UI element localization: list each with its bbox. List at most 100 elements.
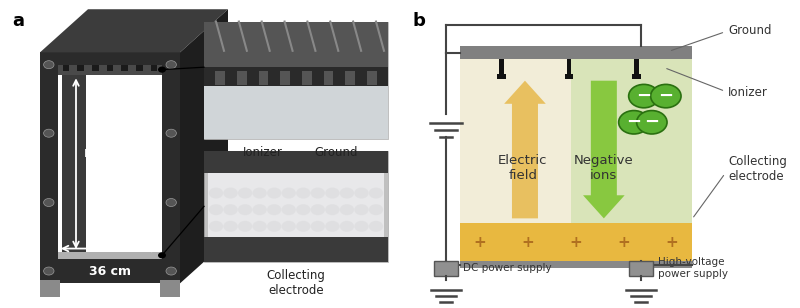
Circle shape <box>310 221 325 232</box>
Bar <box>215 71 225 85</box>
Circle shape <box>296 188 310 199</box>
Circle shape <box>325 204 339 215</box>
Bar <box>62 65 69 71</box>
Bar <box>208 173 384 237</box>
Text: Collecting
electrode: Collecting electrode <box>694 156 787 217</box>
Bar <box>204 67 388 86</box>
Circle shape <box>43 129 54 137</box>
Circle shape <box>325 188 339 199</box>
Bar <box>62 71 86 256</box>
Circle shape <box>238 204 252 215</box>
Bar <box>367 71 377 85</box>
Bar <box>632 74 641 79</box>
Bar <box>565 74 574 79</box>
Bar <box>629 261 653 276</box>
Circle shape <box>166 267 176 275</box>
Circle shape <box>354 188 369 199</box>
FancyArrow shape <box>504 81 546 218</box>
Circle shape <box>253 204 267 215</box>
Bar <box>204 86 388 139</box>
Bar <box>280 71 290 85</box>
Circle shape <box>296 221 310 232</box>
Text: Ground: Ground <box>671 24 771 51</box>
Bar <box>150 65 157 71</box>
Circle shape <box>209 204 223 215</box>
Bar <box>40 52 180 283</box>
Circle shape <box>166 129 176 137</box>
Text: +: + <box>666 235 678 250</box>
Bar <box>324 71 334 85</box>
Bar <box>460 223 692 262</box>
Bar <box>434 261 458 276</box>
Text: Collecting
electrode: Collecting electrode <box>266 270 326 298</box>
Text: −: − <box>626 113 642 131</box>
Circle shape <box>253 188 267 199</box>
Bar <box>460 46 692 262</box>
Bar <box>302 71 312 85</box>
Circle shape <box>267 221 282 232</box>
Bar <box>499 59 504 76</box>
Circle shape <box>637 111 667 134</box>
Circle shape <box>369 221 383 232</box>
Circle shape <box>267 188 282 199</box>
Circle shape <box>223 221 238 232</box>
Bar <box>571 46 692 262</box>
Bar <box>92 65 98 71</box>
Text: Device-height: Device-height <box>84 149 162 160</box>
Bar <box>460 46 692 59</box>
Bar <box>204 237 388 262</box>
Circle shape <box>354 221 369 232</box>
Polygon shape <box>40 9 228 52</box>
Bar <box>40 280 60 297</box>
Circle shape <box>223 204 238 215</box>
Bar <box>160 280 180 297</box>
Text: Negative
ions: Negative ions <box>574 154 634 182</box>
Text: −: − <box>644 113 659 131</box>
Circle shape <box>267 204 282 215</box>
Circle shape <box>43 198 54 206</box>
Circle shape <box>340 188 354 199</box>
Circle shape <box>282 221 296 232</box>
Circle shape <box>238 221 252 232</box>
Text: +: + <box>474 235 486 250</box>
Bar <box>78 65 84 71</box>
FancyArrow shape <box>583 81 625 218</box>
Polygon shape <box>180 9 228 283</box>
Circle shape <box>618 111 649 134</box>
Circle shape <box>282 188 296 199</box>
Bar <box>346 71 355 85</box>
Text: Ionizer: Ionizer <box>666 69 768 99</box>
Circle shape <box>158 67 166 73</box>
Bar <box>571 46 692 262</box>
Circle shape <box>340 204 354 215</box>
Circle shape <box>43 267 54 275</box>
Bar <box>571 46 692 262</box>
Circle shape <box>629 84 659 108</box>
Circle shape <box>325 221 339 232</box>
Circle shape <box>238 188 252 199</box>
Text: Ground: Ground <box>314 146 358 159</box>
Bar <box>204 22 388 74</box>
Circle shape <box>369 188 383 199</box>
Bar <box>258 71 268 85</box>
Text: −: − <box>658 87 674 105</box>
Text: +: + <box>618 235 630 250</box>
Bar <box>204 22 388 139</box>
Text: 36 cm: 36 cm <box>89 265 131 278</box>
Circle shape <box>650 84 681 108</box>
Bar <box>107 65 114 71</box>
Bar <box>204 151 388 173</box>
Circle shape <box>253 221 267 232</box>
Bar <box>566 59 571 76</box>
Bar <box>58 65 162 75</box>
Bar <box>204 151 388 262</box>
Circle shape <box>354 204 369 215</box>
Text: High-voltage
power supply: High-voltage power supply <box>658 257 728 279</box>
Circle shape <box>310 188 325 199</box>
Text: +: + <box>570 235 582 250</box>
Circle shape <box>209 188 223 199</box>
Bar <box>634 59 638 76</box>
Text: Ionizer: Ionizer <box>243 146 283 159</box>
Circle shape <box>43 61 54 69</box>
Circle shape <box>340 221 354 232</box>
